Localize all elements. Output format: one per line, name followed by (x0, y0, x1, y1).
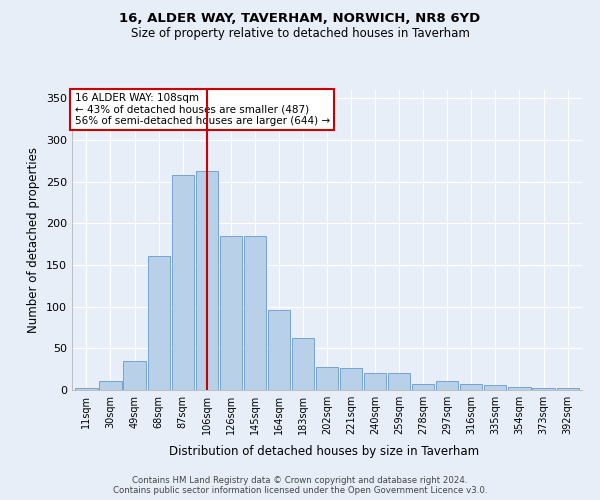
Text: 16 ALDER WAY: 108sqm
← 43% of detached houses are smaller (487)
56% of semi-deta: 16 ALDER WAY: 108sqm ← 43% of detached h… (74, 93, 329, 126)
Bar (268, 310, 290, 390)
Bar (76, 388, 98, 390)
Bar (172, 175, 194, 390)
Bar (557, 388, 578, 390)
Bar (196, 171, 218, 390)
Y-axis label: Number of detached properties: Number of detached properties (28, 147, 40, 333)
Bar (388, 372, 410, 390)
Bar (100, 381, 122, 390)
Bar (124, 361, 146, 390)
Bar (412, 384, 434, 390)
Text: 16, ALDER WAY, TAVERHAM, NORWICH, NR8 6YD: 16, ALDER WAY, TAVERHAM, NORWICH, NR8 6Y… (119, 12, 481, 26)
Bar (436, 381, 458, 390)
Bar (484, 385, 506, 390)
Bar (508, 386, 530, 390)
Bar (316, 366, 338, 390)
Text: Distribution of detached houses by size in Taverham: Distribution of detached houses by size … (169, 444, 479, 458)
Bar (148, 256, 170, 390)
Text: Size of property relative to detached houses in Taverham: Size of property relative to detached ho… (131, 28, 469, 40)
Bar (364, 372, 386, 390)
Bar (340, 368, 362, 390)
Text: Contains HM Land Registry data © Crown copyright and database right 2024.
Contai: Contains HM Land Registry data © Crown c… (113, 476, 487, 495)
Bar (532, 388, 554, 390)
Bar (220, 236, 242, 390)
Bar (244, 236, 266, 390)
Bar (292, 338, 314, 390)
Bar (460, 384, 482, 390)
